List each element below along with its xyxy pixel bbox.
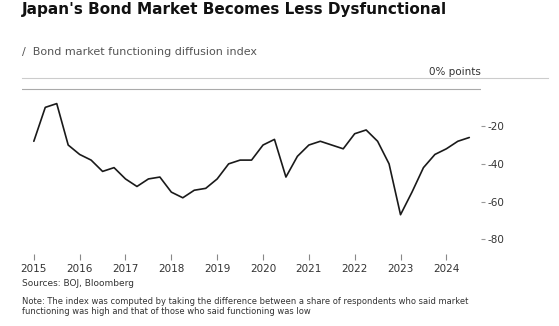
Text: 0% points: 0% points — [429, 67, 481, 77]
Text: /  Bond market functioning diffusion index: / Bond market functioning diffusion inde… — [22, 47, 257, 57]
Text: Japan's Bond Market Becomes Less Dysfunctional: Japan's Bond Market Becomes Less Dysfunc… — [22, 2, 448, 17]
Text: Note: The index was computed by taking the difference between a share of respond: Note: The index was computed by taking t… — [22, 297, 469, 316]
Text: Sources: BOJ, Bloomberg: Sources: BOJ, Bloomberg — [22, 279, 134, 288]
